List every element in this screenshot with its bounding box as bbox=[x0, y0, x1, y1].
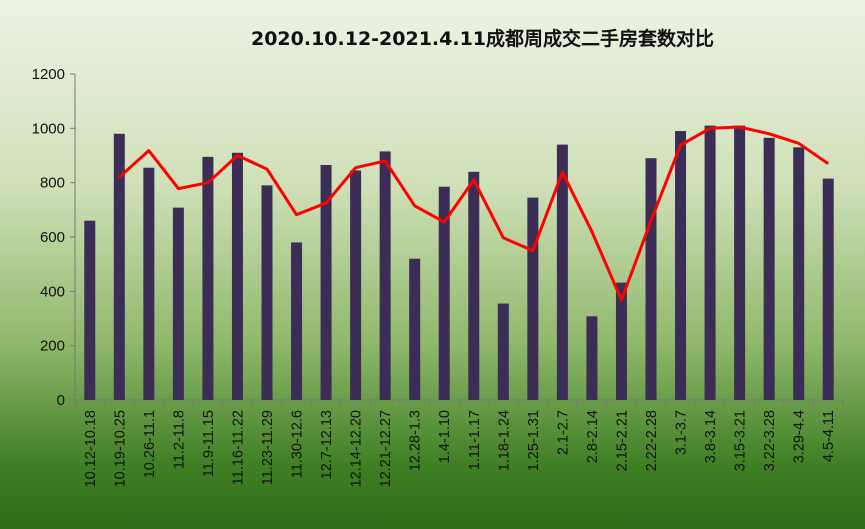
bar bbox=[84, 220, 96, 400]
bar bbox=[172, 207, 184, 400]
x-tick-label: 11.30-12.6 bbox=[290, 410, 306, 478]
chart-title: 2020.10.12-2021.4.11成都周成交二手房套数对比 bbox=[250, 28, 715, 50]
x-tick-label: 10.19-10.25 bbox=[112, 410, 128, 487]
y-tick-label: 400 bbox=[40, 283, 65, 300]
bar bbox=[261, 185, 273, 400]
x-tick-label: 3.15-3.21 bbox=[733, 410, 749, 471]
y-tick-label: 200 bbox=[40, 338, 65, 355]
x-tick-label: 1.4-1.10 bbox=[437, 410, 453, 463]
bar bbox=[379, 151, 391, 400]
x-tick-label: 2.1-2.7 bbox=[555, 410, 571, 455]
bar bbox=[734, 125, 746, 400]
y-tick-label: 1200 bbox=[32, 66, 65, 83]
x-tick-label: 10.26-11.1 bbox=[142, 410, 158, 478]
x-tick-label: 12.28-1.3 bbox=[408, 410, 424, 471]
bar bbox=[320, 165, 332, 400]
bar bbox=[645, 158, 657, 400]
y-tick-label: 1000 bbox=[32, 120, 65, 137]
bar bbox=[291, 242, 303, 400]
y-tick-label: 800 bbox=[40, 175, 65, 192]
x-tick-label: 12.14-12.20 bbox=[349, 410, 365, 487]
x-tick-label: 11.2-11.8 bbox=[171, 410, 187, 469]
x-tick-label: 2.22-2.28 bbox=[644, 410, 660, 471]
x-tick-label: 2.15-2.21 bbox=[614, 410, 630, 471]
bar bbox=[438, 186, 450, 400]
bar bbox=[675, 131, 687, 401]
bar bbox=[822, 178, 834, 400]
bar bbox=[615, 282, 627, 400]
x-tick-label: 3.1-3.7 bbox=[674, 410, 690, 455]
bar bbox=[793, 147, 805, 400]
x-tick-label: 11.23-11.29 bbox=[260, 410, 276, 485]
bar bbox=[556, 144, 568, 400]
bar bbox=[527, 197, 539, 400]
bar bbox=[763, 137, 775, 400]
bar bbox=[202, 156, 214, 400]
bar bbox=[231, 152, 243, 400]
y-tick-label: 600 bbox=[40, 229, 65, 246]
x-tick-label: 11.16-11.22 bbox=[230, 410, 246, 485]
x-tick-label: 11.9-11.15 bbox=[201, 410, 217, 477]
bar bbox=[143, 167, 155, 400]
bar bbox=[468, 171, 480, 400]
bar bbox=[113, 133, 125, 400]
x-tick-label: 1.11-1.17 bbox=[467, 410, 483, 470]
x-tick-label: 1.25-1.31 bbox=[526, 410, 542, 471]
x-tick-label: 3.22-3.28 bbox=[762, 410, 778, 471]
x-tick-label: 2.8-2.14 bbox=[585, 410, 601, 463]
bar bbox=[497, 303, 509, 400]
x-tick-label: 4.5-4.11 bbox=[821, 410, 837, 462]
bar bbox=[350, 170, 362, 400]
bar bbox=[704, 125, 716, 400]
x-tick-label: 3.8-3.14 bbox=[703, 410, 719, 463]
x-tick-label: 10.12-10.18 bbox=[83, 410, 99, 487]
x-tick-label: 1.18-1.24 bbox=[496, 410, 512, 471]
x-tick-label: 12.21-12.27 bbox=[378, 410, 394, 487]
x-tick-label: 3.29-4.4 bbox=[792, 410, 808, 463]
bar bbox=[586, 316, 598, 400]
bar bbox=[409, 258, 421, 400]
y-tick-label: 0 bbox=[57, 392, 65, 409]
x-tick-label: 12.7-12.13 bbox=[319, 410, 335, 479]
